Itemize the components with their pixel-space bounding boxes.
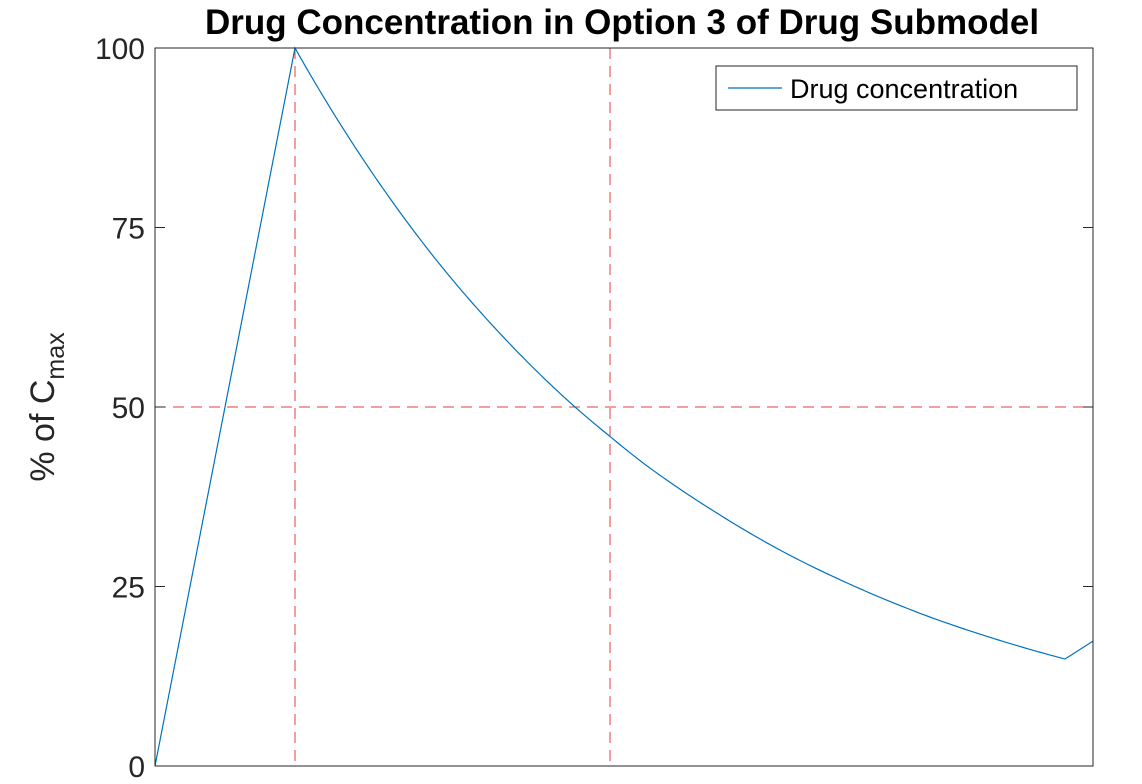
reference-lines <box>155 48 1093 766</box>
y-tick-label: 25 <box>112 572 145 605</box>
legend: Drug concentration <box>715 65 1078 111</box>
y-axis-label: % of Cmax <box>24 332 70 482</box>
legend-entry-drug-concentration: Drug concentration <box>790 74 1018 104</box>
chart-title: Drug Concentration in Option 3 of Drug S… <box>205 3 1039 42</box>
y-axis-label-subscript: max <box>42 332 70 380</box>
y-axis-label-main: % of C <box>24 380 62 482</box>
y-axis-ticks: 0 25 50 75 100 <box>95 33 1093 784</box>
legend-box <box>715 65 1078 111</box>
y-tick-label: 100 <box>95 33 145 66</box>
y-tick-label: 75 <box>112 213 145 246</box>
svg-text:% of Cmax: % of Cmax <box>24 332 70 482</box>
y-tick-label: 50 <box>112 392 145 425</box>
y-tick-label: 0 <box>128 751 145 784</box>
series-line-0 <box>154 46 1094 767</box>
series-layer <box>154 46 1094 767</box>
